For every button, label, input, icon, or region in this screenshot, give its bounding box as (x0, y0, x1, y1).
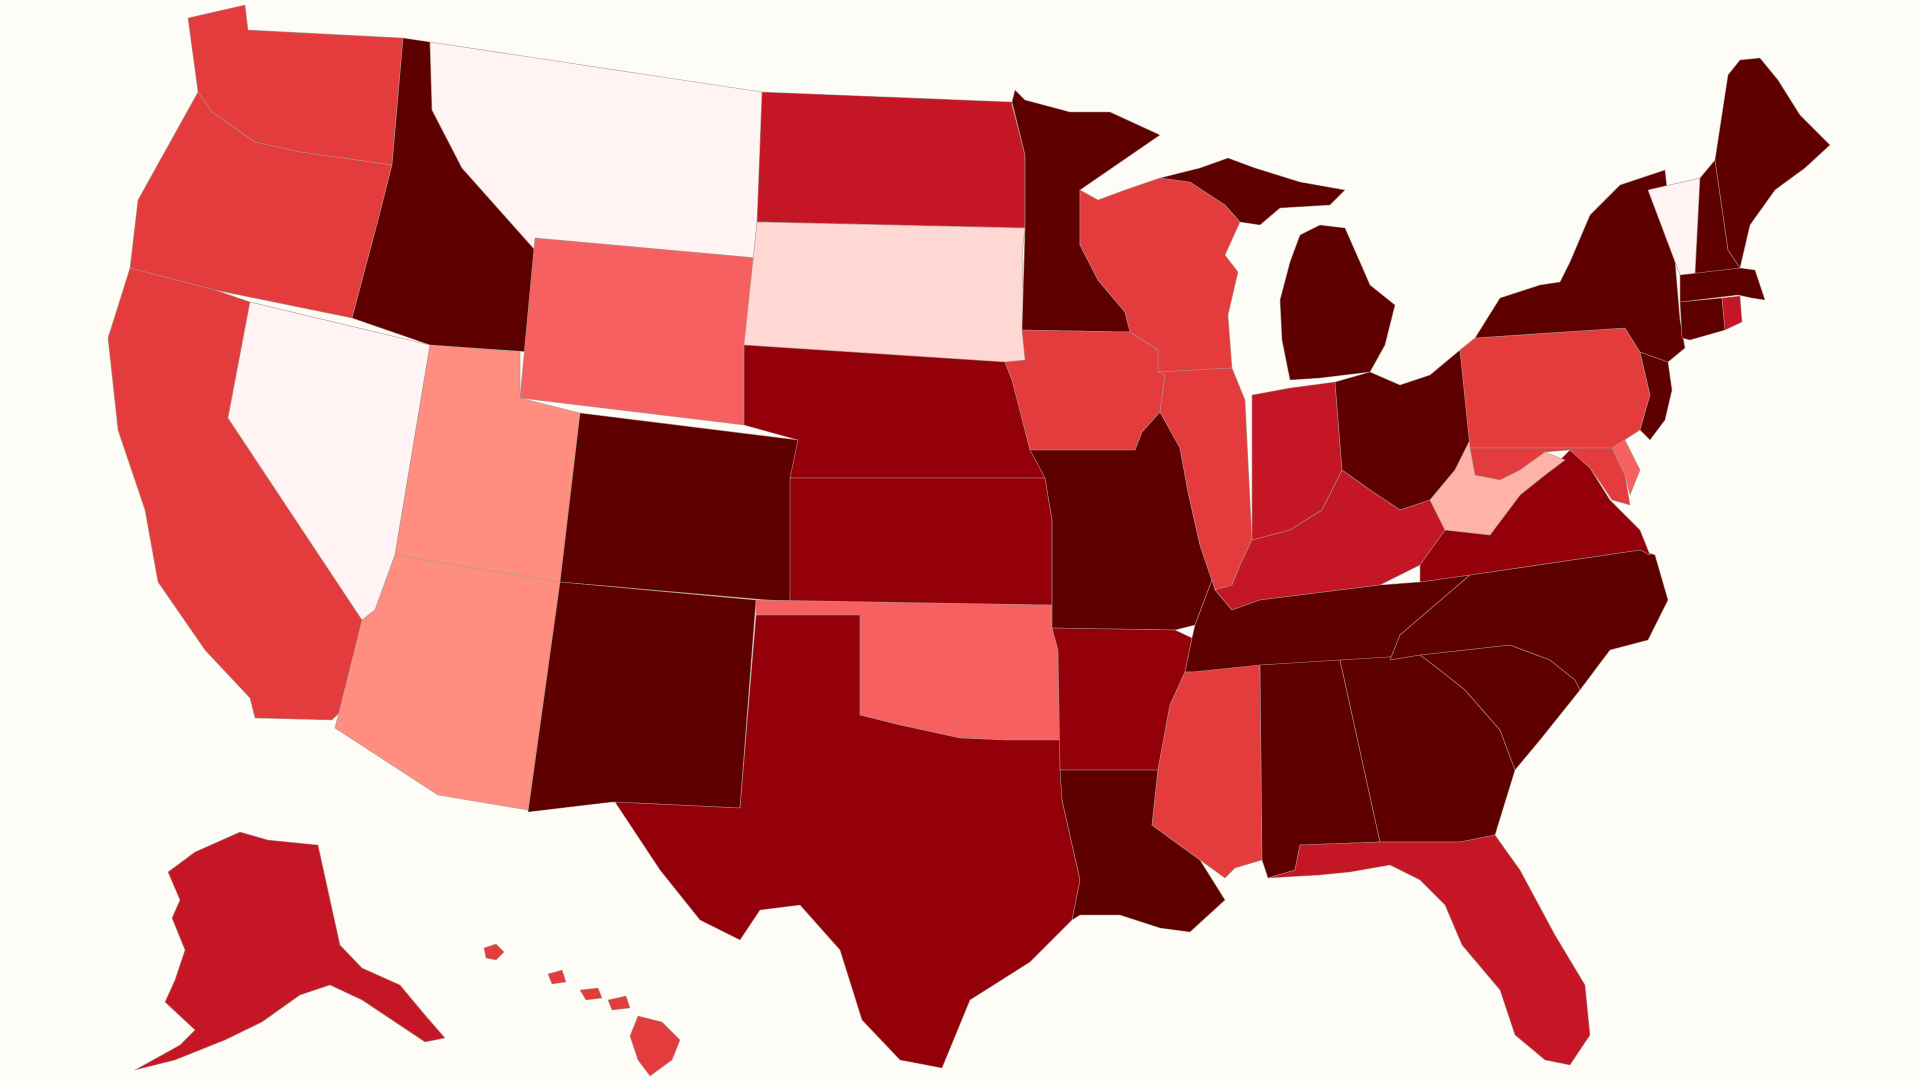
state-north-dakota[interactable] (756, 91, 1026, 229)
state-wyoming[interactable] (519, 237, 758, 426)
state-texas[interactable] (614, 614, 1081, 1069)
state-south-dakota[interactable] (743, 221, 1026, 363)
state-new-york[interactable] (1474, 169, 1686, 363)
state-kansas[interactable] (789, 477, 1053, 606)
state-connecticut[interactable] (1679, 297, 1726, 341)
state-delaware[interactable] (1611, 439, 1641, 496)
state-new-mexico[interactable] (527, 581, 757, 813)
state-iowa[interactable] (1004, 329, 1166, 451)
state-hawaii[interactable] (483, 943, 681, 1077)
state-new-jersey[interactable] (1639, 351, 1673, 441)
states-layer (107, 4, 1831, 1077)
state-rhode-island[interactable] (1721, 295, 1743, 331)
state-pennsylvania[interactable] (1459, 327, 1651, 449)
state-alaska[interactable] (134, 831, 446, 1071)
state-colorado[interactable] (559, 412, 799, 603)
state-michigan[interactable] (1159, 157, 1396, 381)
state-florida[interactable] (1267, 834, 1591, 1066)
